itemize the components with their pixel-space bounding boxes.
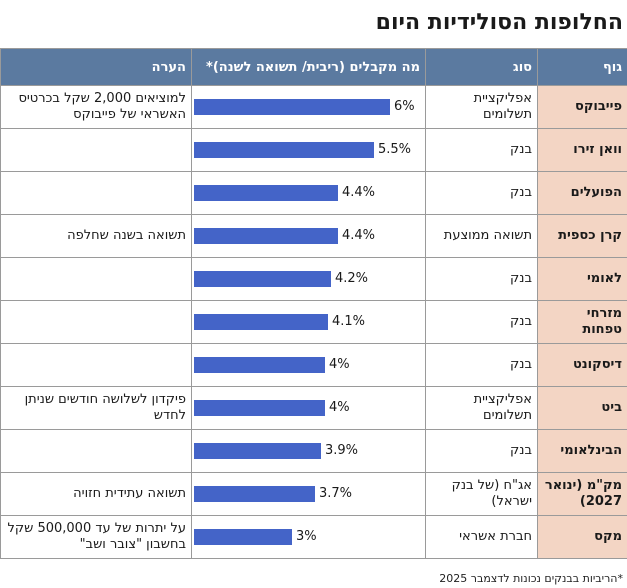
table-row: קרן כספית תשואה ממוצעת 4.4% תשואה בשנה שחלפ…: [0, 214, 627, 258]
table-row: מק"מ (ינואר 2027) אג"ח (של בנק ישראל) 3.7%…: [0, 472, 627, 516]
row-body-name: קרן כספית: [537, 214, 627, 258]
rate-value-label: 3.9%: [325, 443, 359, 458]
row-type: בנק: [425, 429, 538, 473]
row-body-name: הבינלאומי: [537, 429, 627, 473]
row-body-name: וואן זירו: [537, 128, 627, 172]
rate-value-label: 6%: [394, 99, 415, 114]
row-type: בנק: [425, 343, 538, 387]
bar-track: 4.1%: [194, 311, 420, 333]
row-rate-cell: 4%: [191, 386, 426, 430]
row-type: תשואה ממוצעת: [425, 214, 538, 258]
row-body-name: מקס: [537, 515, 627, 559]
row-body-name: ביט: [537, 386, 627, 430]
rate-value-label: 4.4%: [342, 185, 376, 200]
table-row: לאומי בנק 4.2%: [0, 257, 627, 301]
bar-track: 4%: [194, 354, 420, 376]
rate-bar: [194, 185, 338, 201]
rate-value-label: 4%: [329, 400, 350, 415]
row-note: [0, 257, 192, 301]
rate-bar: [194, 271, 331, 287]
table-row: הבינלאומי בנק 3.9%: [0, 429, 627, 473]
row-rate-cell: 4%: [191, 343, 426, 387]
rate-value-label: 4.1%: [332, 314, 366, 329]
header-note: הערה: [0, 48, 192, 86]
table-row: דיסקונט בנק 4%: [0, 343, 627, 387]
row-note: [0, 171, 192, 215]
row-type: אג"ח (של בנק ישראל): [425, 472, 538, 516]
bar-track: 4.4%: [194, 182, 420, 204]
row-rate-cell: 6%: [191, 85, 426, 129]
rate-bar: [194, 99, 390, 115]
row-body-name: הפועלים: [537, 171, 627, 215]
row-rate-cell: 3.9%: [191, 429, 426, 473]
page-title: החלופות הסולידיות היום: [375, 10, 623, 35]
row-type: חברת אשראי: [425, 515, 538, 559]
row-rate-cell: 4.2%: [191, 257, 426, 301]
rate-bar: [194, 443, 321, 459]
rates-table: גוף סוג מה מקבלים (ריבית/ תשואה לשנה)* ה…: [0, 48, 627, 559]
table-row: וואן זירו בנק 5.5%: [0, 128, 627, 172]
rate-bar: [194, 142, 374, 158]
rate-value-label: 3.7%: [319, 486, 353, 501]
bar-track: 3%: [194, 526, 420, 548]
row-rate-cell: 4.4%: [191, 214, 426, 258]
rate-value-label: 4.2%: [335, 271, 369, 286]
rate-bar: [194, 228, 338, 244]
row-body-name: לאומי: [537, 257, 627, 301]
row-note: למוציאים 2,000 שקל בכרטיס האשראי של פייב…: [0, 85, 192, 129]
bar-track: 3.7%: [194, 483, 420, 505]
row-type: בנק: [425, 257, 538, 301]
row-body-name: פייבוקס: [537, 85, 627, 129]
header-rate: מה מקבלים (ריבית/ תשואה לשנה)*: [191, 48, 426, 86]
row-type: בנק: [425, 300, 538, 344]
row-body-name: מזרחי טפחות: [537, 300, 627, 344]
row-note: [0, 429, 192, 473]
rate-value-label: 5.5%: [378, 142, 412, 157]
row-type: אפליקציית תשלומים: [425, 386, 538, 430]
table-row: ביט אפליקציית תשלומים 4% פיקדון לשלושה חודש…: [0, 386, 627, 430]
bar-track: 4%: [194, 397, 420, 419]
footnote: *הריביות בבנקים נכונות לדצמבר 2025: [439, 572, 623, 585]
row-rate-cell: 3%: [191, 515, 426, 559]
bar-track: 5.5%: [194, 139, 420, 161]
row-rate-cell: 5.5%: [191, 128, 426, 172]
rate-bar: [194, 357, 325, 373]
row-note: פיקדון לשלושה חודשים שניתן לחדש: [0, 386, 192, 430]
table-row: פייבוקס אפליקציית תשלומים 6% למוציאים 2,000…: [0, 85, 627, 129]
row-note: תשואה עתידית חזויה: [0, 472, 192, 516]
bar-track: 4.4%: [194, 225, 420, 247]
row-rate-cell: 4.4%: [191, 171, 426, 215]
row-note: [0, 343, 192, 387]
row-rate-cell: 4.1%: [191, 300, 426, 344]
row-note: על יתרות של עד 500,000 שקל בחשבון "צובר …: [0, 515, 192, 559]
table-row: הפועלים בנק 4.4%: [0, 171, 627, 215]
header-body: גוף: [537, 48, 627, 86]
row-body-name: מק"מ (ינואר 2027): [537, 472, 627, 516]
bar-track: 4.2%: [194, 268, 420, 290]
header-row: גוף סוג מה מקבלים (ריבית/ תשואה לשנה)* ה…: [0, 48, 627, 86]
table-body: פייבוקס אפליקציית תשלומים 6% למוציאים 2,000…: [0, 85, 627, 559]
row-type: בנק: [425, 128, 538, 172]
rate-bar: [194, 529, 292, 545]
rate-value-label: 4.4%: [342, 228, 376, 243]
header-type: סוג: [425, 48, 538, 86]
row-rate-cell: 3.7%: [191, 472, 426, 516]
table-row: מזרחי טפחות בנק 4.1%: [0, 300, 627, 344]
rate-bar: [194, 486, 315, 502]
row-note: [0, 300, 192, 344]
row-type: אפליקציית תשלומים: [425, 85, 538, 129]
row-type: בנק: [425, 171, 538, 215]
bar-track: 3.9%: [194, 440, 420, 462]
rate-value-label: 4%: [329, 357, 350, 372]
rate-value-label: 3%: [296, 529, 317, 544]
row-note: תשואה בשנה שחלפה: [0, 214, 192, 258]
row-body-name: דיסקונט: [537, 343, 627, 387]
row-note: [0, 128, 192, 172]
bar-track: 6%: [194, 96, 420, 118]
rate-bar: [194, 400, 325, 416]
table-row: מקס חברת אשראי 3% על יתרות של עד 500,000 שק…: [0, 515, 627, 559]
rate-bar: [194, 314, 328, 330]
